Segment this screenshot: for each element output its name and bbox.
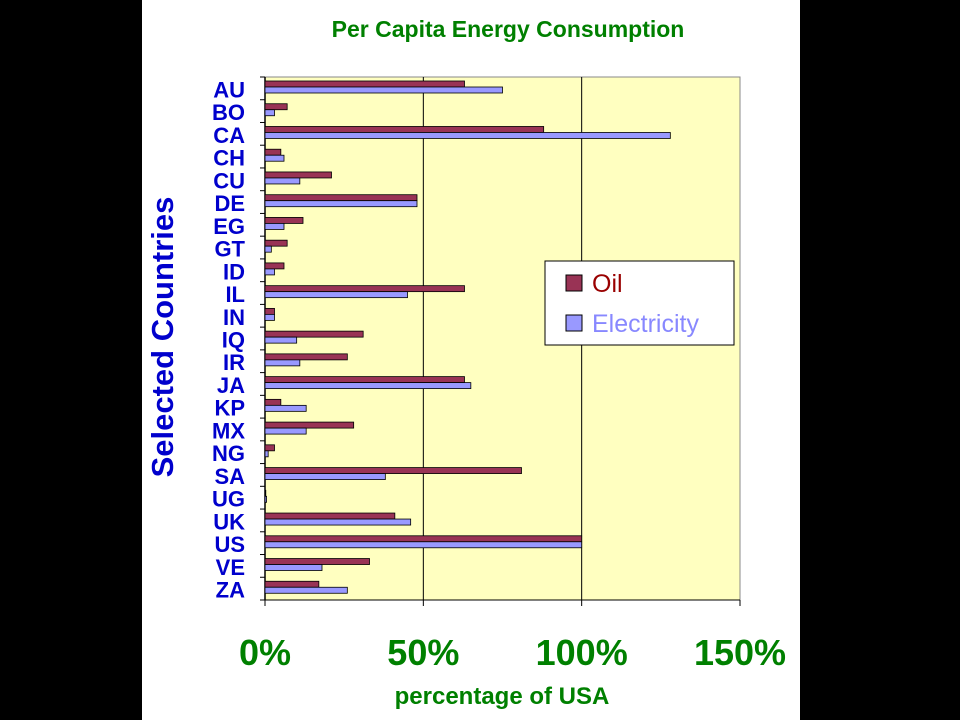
bar-oil-ug [264, 489, 267, 497]
bar-oil-us [264, 535, 583, 543]
bar-electricity-bo [264, 109, 275, 117]
legend-swatch-oil [565, 274, 583, 292]
bar-electricity-ug [264, 495, 267, 503]
bar-oil-id [264, 262, 285, 270]
x-tick-label: 0% [239, 632, 291, 673]
bar-electricity-mx [264, 427, 307, 435]
bar-oil-ir [264, 353, 348, 361]
bar-oil-bo [264, 103, 288, 111]
bar-electricity-in [264, 313, 275, 321]
category-label: JA [217, 373, 245, 398]
bar-electricity-ja [264, 382, 472, 390]
category-label: UK [213, 509, 245, 534]
bar-electricity-ir [264, 359, 301, 367]
bar-electricity-ng [264, 450, 269, 458]
x-axis-label: percentage of USA [395, 683, 610, 710]
category-label: EG [213, 214, 245, 239]
x-tick-label: 150% [694, 632, 786, 673]
bar-electricity-de [264, 200, 418, 208]
bar-oil-kp [264, 398, 282, 406]
category-label: UG [212, 487, 245, 512]
bar-electricity-sa [264, 473, 386, 480]
category-label: ID [223, 259, 245, 284]
bar-electricity-cu [264, 177, 301, 185]
category-label: US [214, 532, 245, 557]
bar-electricity-iq [264, 336, 298, 344]
category-label: IN [223, 305, 245, 330]
bar-oil-ch [264, 148, 282, 156]
category-label: VE [216, 555, 245, 580]
bar-electricity-gt [264, 245, 272, 253]
bar-electricity-au [264, 86, 503, 94]
bar-oil-iq [264, 330, 364, 338]
bar-oil-za [264, 580, 320, 588]
category-label: KP [214, 396, 245, 421]
legend: Oil Electricity [544, 260, 735, 346]
bar-oil-de [264, 194, 418, 202]
bar-electricity-id [264, 268, 275, 276]
bar-electricity-ch [264, 154, 285, 162]
bar-oil-cu [264, 171, 332, 179]
category-label: IQ [222, 328, 245, 353]
bar-electricity-il [264, 291, 408, 299]
bar-oil-ng [264, 444, 275, 452]
bar-oil-gt [264, 239, 288, 247]
x-tick-label: 50% [387, 632, 459, 673]
bar-oil-ja [264, 376, 465, 384]
x-tick-label: 100% [536, 632, 628, 673]
bar-oil-ca [264, 126, 545, 133]
legend-label-electricity: Electricity [592, 310, 699, 338]
bar-electricity-us [264, 541, 583, 549]
category-label: BO [212, 100, 245, 125]
bar-oil-il [264, 285, 465, 293]
bar-oil-au [264, 80, 465, 88]
category-label: MX [212, 418, 245, 443]
bar-electricity-za [264, 586, 348, 594]
legend-swatch-electricity [565, 314, 583, 332]
category-label: SA [214, 464, 245, 489]
legend-label-oil: Oil [592, 270, 623, 298]
bar-oil-mx [264, 421, 355, 429]
y-axis-label: Selected Countries [145, 197, 180, 478]
category-label: AU [213, 77, 245, 102]
bar-oil-in [264, 307, 275, 315]
category-label: IR [223, 350, 245, 375]
category-label: CH [213, 146, 245, 171]
category-label: DE [214, 191, 245, 216]
chart-slide: Per Capita Energy Consumption AU BO CA CH CU… [142, 0, 800, 720]
bar-electricity-uk [264, 518, 412, 526]
bar-oil-sa [264, 467, 522, 474]
bar-oil-uk [264, 512, 396, 520]
bar-oil-eg [264, 217, 304, 224]
bar-electricity-ve [264, 564, 323, 571]
category-label: IL [225, 282, 245, 307]
bar-electricity-ca [264, 132, 671, 139]
category-label: CA [213, 123, 245, 148]
category-label: ZA [216, 578, 245, 603]
chart-title: Per Capita Energy Consumption [332, 16, 685, 42]
category-label: GT [214, 237, 245, 262]
chart: Per Capita Energy Consumption AUBOCACHCU… [145, 16, 786, 710]
category-label: NG [212, 441, 245, 466]
bar-oil-ve [264, 558, 370, 565]
category-label: CU [213, 168, 245, 193]
bar-electricity-eg [264, 223, 285, 230]
bar-electricity-kp [264, 404, 307, 412]
